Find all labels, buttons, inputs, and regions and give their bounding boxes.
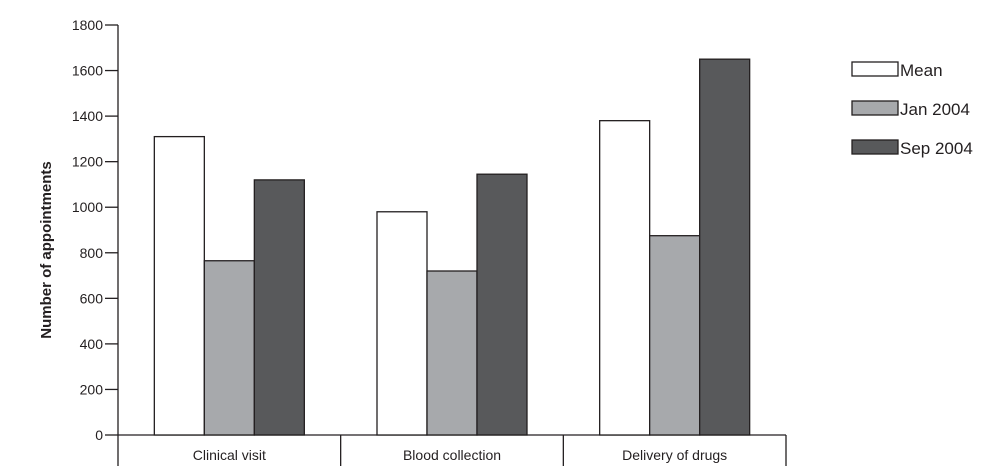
y-tick-label: 1000 <box>72 199 103 215</box>
y-tick-label: 800 <box>80 245 104 261</box>
y-tick-label: 1200 <box>72 154 103 170</box>
y-tick-label: 200 <box>80 381 104 397</box>
bar-mean <box>153 135 205 436</box>
bar-jan-2004 <box>649 235 701 436</box>
bar-sep-2004 <box>699 58 751 436</box>
bar-mean <box>599 120 651 436</box>
bar-sep-2004 <box>253 179 305 436</box>
x-category-label: Blood collection <box>403 447 501 463</box>
legend-label: Jan 2004 <box>900 100 970 119</box>
legend-swatch <box>851 61 899 77</box>
bar-jan-2004 <box>426 270 478 436</box>
y-tick-label: 600 <box>80 290 104 306</box>
legend-label: Mean <box>900 61 943 80</box>
y-tick-label: 1600 <box>72 63 103 79</box>
bar-mean <box>376 211 428 436</box>
plot-area: 0 200 400 600 800 1000 1200 1400 1600 1800 Clinica… <box>72 17 787 466</box>
legend-swatch <box>851 139 899 155</box>
legend: Mean Jan 2004 Sep 2004 <box>851 61 973 158</box>
legend-label: Sep 2004 <box>900 139 973 158</box>
bar-sep-2004 <box>476 173 528 436</box>
y-tick-label: 1800 <box>72 17 103 33</box>
y-axis-title: Number of appointments <box>38 161 55 339</box>
y-tick-label: 400 <box>80 336 104 352</box>
x-category-label: Clinical visit <box>193 447 266 463</box>
x-category-label: Delivery of drugs <box>622 447 727 463</box>
y-tick-label: 1400 <box>72 108 103 124</box>
bar-jan-2004 <box>203 260 255 436</box>
y-tick-label: 0 <box>95 427 103 443</box>
legend-swatch <box>851 100 899 116</box>
